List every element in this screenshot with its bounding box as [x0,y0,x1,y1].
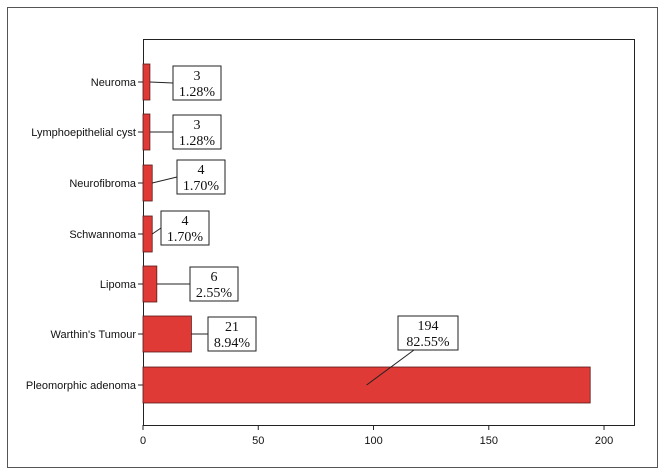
x-tick-label: 150 [480,435,498,447]
category-label: Lipoma [100,279,137,291]
callout-box [172,114,222,150]
callout-box [176,159,226,195]
category-label: Neurofibroma [69,178,137,190]
x-tick-label: 100 [364,435,382,447]
bar [142,63,151,101]
callout-leader [151,227,162,235]
data-label-count: 194 [418,319,439,334]
callout-box [207,316,257,352]
callout-leader [152,176,178,184]
bar [142,164,153,202]
callout-leader [366,349,415,386]
x-tick-label: 0 [140,435,146,447]
data-label-callouts: 31.28%31.28%41.70%41.70%62.55%218.94%194… [149,65,459,386]
data-label-count: 6 [211,270,218,285]
callout-box [189,266,239,302]
data-label-count: 4 [182,214,189,229]
callout-leader [149,81,174,84]
x-tick-label: 50 [252,435,264,447]
category-label: Lymphoepithelial cyst [31,127,136,139]
data-label-percent: 1.70% [183,179,220,194]
category-label: Neuroma [91,77,137,89]
data-label-percent: 8.94% [214,336,251,351]
data-label-percent: 82.55% [406,335,450,350]
x-tick-label: 200 [595,435,613,447]
plot-area [143,39,635,426]
data-label-count: 3 [194,118,201,133]
bar [142,113,151,151]
category-labels: Neuroma Lymphoepithelial cyst Neurofibroma… [26,77,143,392]
bar [142,215,153,253]
data-label-count: 3 [194,69,201,84]
x-axis-ticks: 0 50 100 150 200 [140,425,613,447]
callout-box [160,210,210,246]
bar [142,315,192,353]
callout-box [172,65,222,101]
callout-box [397,315,459,351]
bar [142,265,158,303]
category-label: Warthin's Tumour [51,329,137,341]
data-label-count: 4 [198,163,205,178]
data-label-percent: 2.55% [196,286,233,301]
data-label-percent: 1.70% [167,230,204,245]
data-label-percent: 1.28% [179,85,216,100]
category-label: Pleomorphic adenoma [26,380,137,392]
data-label-percent: 1.28% [179,134,216,149]
data-label-count: 21 [225,320,239,335]
category-label: Schwannoma [69,229,137,241]
